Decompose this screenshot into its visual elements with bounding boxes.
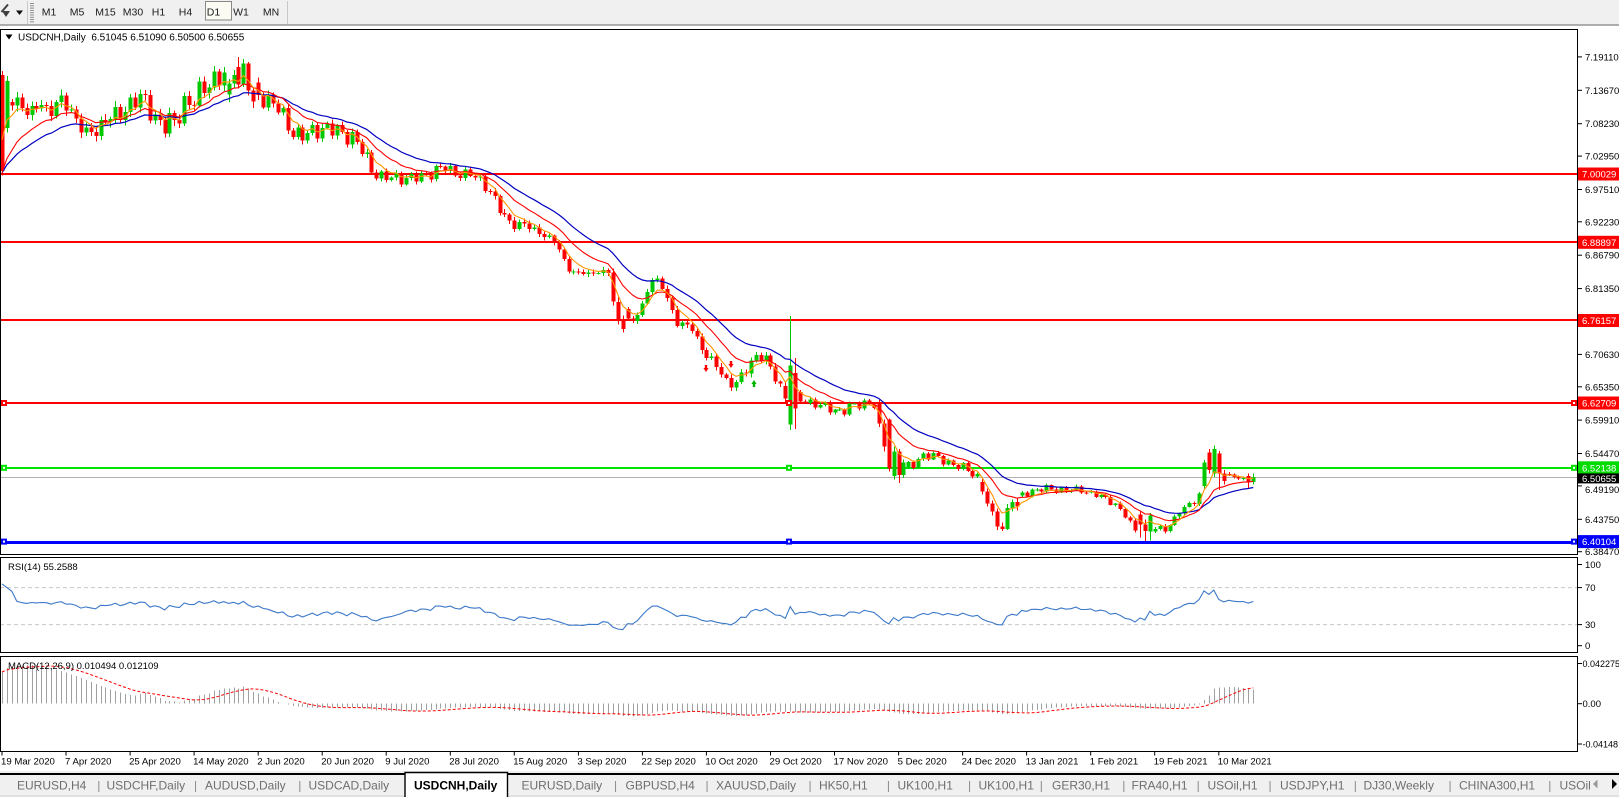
svg-text:7.13670: 7.13670	[1585, 86, 1619, 97]
svg-text:|: |	[97, 779, 100, 793]
svg-text:30: 30	[1585, 620, 1596, 631]
svg-text:7.08230: 7.08230	[1585, 119, 1619, 130]
svg-text:70: 70	[1585, 583, 1596, 594]
svg-text:GBPUSD,H4: GBPUSD,H4	[626, 779, 696, 793]
svg-text:|: |	[298, 779, 301, 793]
svg-text:W1: W1	[233, 7, 249, 19]
svg-text:DJ30,Weekly: DJ30,Weekly	[1364, 779, 1434, 793]
svg-text:USDCNH,Daily: USDCNH,Daily	[414, 779, 498, 793]
svg-text:0.00: 0.00	[1583, 699, 1602, 710]
svg-text:M1: M1	[42, 7, 57, 19]
svg-text:USDCHF,Daily: USDCHF,Daily	[107, 779, 186, 793]
svg-text:6.86790: 6.86790	[1585, 251, 1619, 262]
svg-text:UK100,H1: UK100,H1	[979, 779, 1035, 793]
svg-text:5 Dec 2020: 5 Dec 2020	[898, 757, 947, 768]
svg-text:USOil: USOil	[1560, 779, 1591, 793]
svg-text:7.19110: 7.19110	[1585, 52, 1619, 63]
svg-text:17 Nov 2020: 17 Nov 2020	[834, 757, 888, 768]
svg-text:6.92230: 6.92230	[1585, 217, 1619, 228]
svg-text:|: |	[1122, 779, 1125, 793]
svg-text:|: |	[1548, 779, 1551, 793]
svg-text:MN: MN	[263, 7, 279, 19]
svg-text:22 Sep 2020: 22 Sep 2020	[641, 757, 695, 768]
svg-text:EURUSD,Daily: EURUSD,Daily	[522, 779, 603, 793]
svg-text:M5: M5	[70, 7, 85, 19]
svg-text:6.97510: 6.97510	[1585, 185, 1619, 196]
svg-text:|: |	[706, 779, 709, 793]
svg-text:24 Dec 2020: 24 Dec 2020	[962, 757, 1016, 768]
svg-text:D1: D1	[207, 7, 221, 19]
svg-text:25 Apr 2020: 25 Apr 2020	[129, 757, 181, 768]
svg-text:6.81350: 6.81350	[1585, 284, 1619, 295]
svg-text:FRA40,H1: FRA40,H1	[1132, 779, 1188, 793]
svg-text:100: 100	[1585, 560, 1601, 571]
svg-text:19 Feb 2021: 19 Feb 2021	[1154, 757, 1208, 768]
svg-text:6.65350: 6.65350	[1585, 382, 1619, 393]
svg-text:3 Sep 2020: 3 Sep 2020	[577, 757, 626, 768]
svg-text:EURUSD,H4: EURUSD,H4	[17, 779, 87, 793]
svg-text:USDCAD,Daily: USDCAD,Daily	[309, 779, 390, 793]
svg-text:7 Apr 2020: 7 Apr 2020	[65, 757, 111, 768]
svg-text:14 May 2020: 14 May 2020	[193, 757, 248, 768]
svg-text:13 Jan 2021: 13 Jan 2021	[1026, 757, 1079, 768]
svg-text:|: |	[809, 779, 812, 793]
svg-text:6.62709: 6.62709	[1582, 399, 1616, 410]
svg-text:15 Aug 2020: 15 Aug 2020	[513, 757, 567, 768]
svg-text:MACD(12,26,9) 0.010494 0.01210: MACD(12,26,9) 0.010494 0.012109	[8, 661, 159, 672]
svg-text:6.49190: 6.49190	[1585, 485, 1619, 496]
svg-text:0.042275: 0.042275	[1583, 659, 1619, 669]
svg-text:2 Jun 2020: 2 Jun 2020	[257, 757, 304, 768]
svg-text:CHINA300,H1: CHINA300,H1	[1459, 779, 1535, 793]
svg-text:M30: M30	[123, 7, 144, 19]
svg-text:|: |	[968, 779, 971, 793]
svg-text:6.76157: 6.76157	[1582, 316, 1616, 327]
svg-text:19 Mar 2020: 19 Mar 2020	[1, 757, 55, 768]
svg-text:GER30,H1: GER30,H1	[1052, 779, 1110, 793]
svg-text:|: |	[194, 779, 197, 793]
svg-text:HK50,H1: HK50,H1	[819, 779, 868, 793]
svg-text:XAUUSD,Daily: XAUUSD,Daily	[716, 779, 796, 793]
svg-text:|: |	[1269, 779, 1272, 793]
svg-text:10 Mar 2021: 10 Mar 2021	[1218, 757, 1272, 768]
svg-text:|: |	[887, 779, 890, 793]
svg-text:7.00029: 7.00029	[1582, 170, 1616, 181]
svg-text:RSI(14) 55.2588: RSI(14) 55.2588	[8, 562, 78, 573]
svg-text:6.50655: 6.50655	[1582, 474, 1616, 485]
svg-text:|: |	[1197, 779, 1200, 793]
svg-text:6.88897: 6.88897	[1582, 238, 1616, 249]
svg-text:|: |	[614, 779, 617, 793]
svg-text:-0.04148: -0.04148	[1583, 740, 1619, 750]
svg-text:USDCNH,Daily 6.51045 6.51090: USDCNH,Daily 6.51045 6.51090 6.50500 6.5…	[18, 33, 245, 44]
svg-text:6.70630: 6.70630	[1585, 350, 1619, 361]
svg-text:|: |	[1354, 779, 1357, 793]
svg-text:29 Oct 2020: 29 Oct 2020	[770, 757, 822, 768]
svg-text:M15: M15	[95, 7, 116, 19]
svg-text:6.38470: 6.38470	[1585, 547, 1619, 558]
svg-text:6.54470: 6.54470	[1585, 449, 1619, 460]
svg-text:H4: H4	[179, 7, 193, 19]
svg-text:|: |	[1449, 779, 1452, 793]
svg-text:USDJPY,H1: USDJPY,H1	[1280, 779, 1345, 793]
svg-text:UK100,H1: UK100,H1	[898, 779, 954, 793]
svg-text:7.02950: 7.02950	[1585, 152, 1619, 163]
svg-text:10 Oct 2020: 10 Oct 2020	[705, 757, 757, 768]
svg-text:9 Jul 2020: 9 Jul 2020	[385, 757, 429, 768]
svg-text:|: |	[1040, 779, 1043, 793]
svg-text:1 Feb 2021: 1 Feb 2021	[1090, 757, 1139, 768]
svg-text:USOil,H1: USOil,H1	[1208, 779, 1258, 793]
svg-text:H1: H1	[152, 7, 166, 19]
svg-text:AUDUSD,Daily: AUDUSD,Daily	[205, 779, 286, 793]
svg-text:6.52138: 6.52138	[1582, 463, 1616, 474]
svg-text:20 Jun 2020: 20 Jun 2020	[321, 757, 374, 768]
svg-text:6.43750: 6.43750	[1585, 515, 1619, 526]
svg-text:6.59910: 6.59910	[1585, 416, 1619, 427]
svg-text:6.40104: 6.40104	[1582, 537, 1616, 548]
svg-text:0: 0	[1585, 641, 1590, 652]
svg-text:28 Jul 2020: 28 Jul 2020	[449, 757, 499, 768]
